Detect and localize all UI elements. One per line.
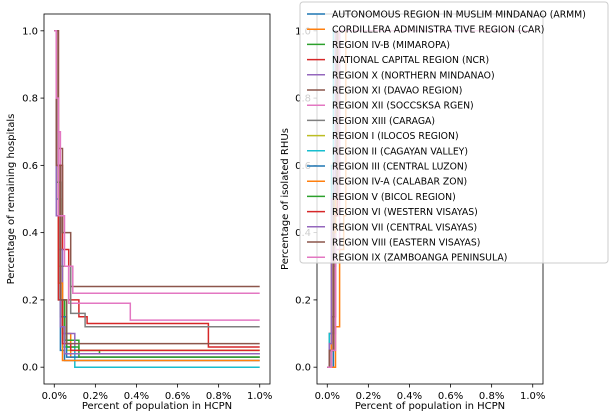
- left-x-tick-label: 0.8%: [206, 391, 231, 402]
- right-y-tick-label: 0.0: [295, 363, 311, 374]
- legend-label: AUTONOMOUS REGION IN MUSLIM MINDANAO (AR…: [332, 10, 586, 21]
- right-x-axis-label: Percent of population in HCPN: [355, 401, 505, 412]
- legend-label: REGION III (CENTRAL LUZON): [332, 162, 468, 173]
- left-x-tick-label: 0.2%: [83, 391, 108, 402]
- legend-label: REGION XI (DAVAO REGION): [332, 86, 462, 97]
- legend-label: REGION II (CAGAYAN VALLEY): [332, 146, 468, 157]
- left-x-tick-label: 1.0%: [247, 391, 272, 402]
- legend-label: REGION X (NORTHERN MINDANAO): [332, 70, 495, 81]
- right-x-ticks: 0.0% 0.2% 0.4% 0.6% 0.8% 1.0%: [315, 384, 545, 402]
- left-y-tick-label: 0.2: [22, 295, 38, 306]
- right-x-tick-label: 0.4%: [397, 391, 422, 402]
- left-x-tick-label: 0.0%: [42, 391, 67, 402]
- right-y-tick-label: 0.2: [295, 295, 311, 306]
- left-chart-lines: [54, 30, 260, 368]
- right-x-tick-label: 1.0%: [520, 391, 545, 402]
- right-x-tick-label: 0.0%: [315, 391, 340, 402]
- left-x-tick-label: 0.4%: [124, 391, 149, 402]
- legend-label: REGION IV-A (CALABAR ZON): [332, 177, 467, 188]
- left-x-tick-label: 0.6%: [165, 391, 190, 402]
- left-y-tick-label: 0.4: [22, 228, 38, 239]
- legend-label: REGION IX (ZAMBOANGA PENINSULA): [332, 253, 507, 264]
- left-x-ticks: 0.0% 0.2% 0.4% 0.6% 0.8% 1.0%: [42, 384, 272, 402]
- legend-label: REGION I (ILOCOS REGION): [332, 131, 459, 142]
- right-y-axis-label: Percentage of isolated RHUs: [280, 128, 291, 270]
- left-y-tick-label: 1.0: [22, 26, 38, 37]
- left-x-axis-label: Percent of population in HCPN: [82, 401, 232, 412]
- left-y-tick-label: 0.8: [22, 94, 38, 105]
- chart-legend: AUTONOMOUS REGION IN MUSLIM MINDANAO (AR…: [299, 1, 609, 264]
- legend-label: REGION VII (CENTRAL VISAYAS): [332, 222, 477, 233]
- legend-entries: AUTONOMOUS REGION IN MUSLIM MINDANAO (AR…: [307, 10, 586, 264]
- left-axes-frame: [43, 13, 271, 385]
- right-x-tick-label: 0.8%: [479, 391, 504, 402]
- legend-label: REGION XII (SOCCSKSA RGEN): [332, 101, 474, 112]
- legend-label: REGION VI (WESTERN VISAYAS): [332, 207, 478, 218]
- left-y-axis-label: Percentage of remaining hospitals: [6, 114, 17, 285]
- left-y-ticks: 0.0 0.2 0.4 0.6 0.8 1.0: [22, 26, 44, 374]
- legend-label: REGION XIII (CARAGA): [332, 116, 435, 127]
- right-x-tick-label: 0.6%: [438, 391, 463, 402]
- legend-label: NATIONAL CAPITAL REGION (NCR): [332, 55, 489, 66]
- left-y-tick-label: 0.0: [22, 363, 38, 374]
- legend-label: REGION V (BICOL REGION): [332, 192, 456, 203]
- left-chart-panel: 0.0% 0.2% 0.4% 0.6% 0.8% 1.0% 0.0 0.2 0.4 0.6 0.8…: [6, 13, 272, 412]
- legend-box: [299, 1, 609, 264]
- legend-label: CORDILLERA ADMINISTRA TIVE REGION (CAR): [332, 25, 544, 36]
- legend-label: REGION VIII (EASTERN VISAYAS): [332, 238, 480, 249]
- legend-label: REGION IV-B (MIMAROPA): [332, 40, 450, 51]
- left-series-line-16: [54, 30, 260, 294]
- right-x-tick-label: 0.2%: [356, 391, 381, 402]
- left-y-tick-label: 0.6: [22, 161, 38, 172]
